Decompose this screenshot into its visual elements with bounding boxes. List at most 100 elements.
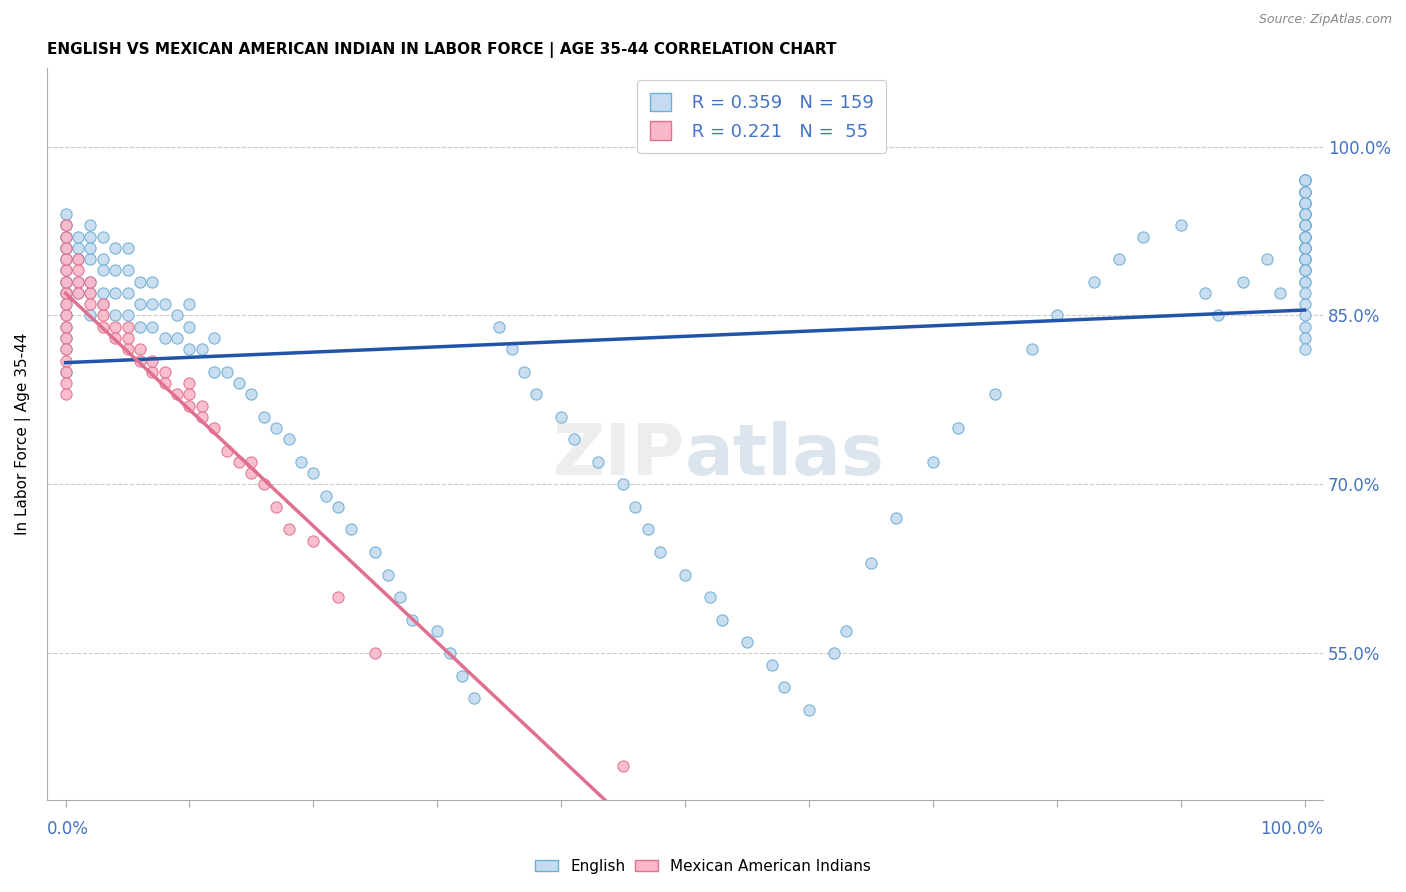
Point <box>128 319 150 334</box>
Point <box>66 229 89 244</box>
Point <box>451 669 474 683</box>
Point <box>921 455 943 469</box>
Point <box>79 285 101 300</box>
Point <box>117 331 139 345</box>
Point <box>104 331 127 345</box>
Point <box>389 590 412 604</box>
Point <box>1294 241 1316 255</box>
Point <box>91 319 114 334</box>
Point <box>141 297 163 311</box>
Point <box>117 263 139 277</box>
Point <box>264 500 287 514</box>
Point <box>55 229 77 244</box>
Point <box>128 353 150 368</box>
Text: atlas: atlas <box>685 421 884 491</box>
Point <box>1294 241 1316 255</box>
Point <box>612 477 634 491</box>
Point <box>55 319 77 334</box>
Point <box>1294 219 1316 233</box>
Legend: English, Mexican American Indians: English, Mexican American Indians <box>529 853 877 880</box>
Point <box>524 387 547 401</box>
Point <box>1294 229 1316 244</box>
Point <box>277 433 299 447</box>
Point <box>91 252 114 267</box>
Point <box>55 331 77 345</box>
Point <box>228 455 250 469</box>
Point <box>240 455 263 469</box>
Point <box>166 331 188 345</box>
Point <box>240 387 263 401</box>
Point <box>1294 229 1316 244</box>
Point <box>79 229 101 244</box>
Point <box>91 263 114 277</box>
Point <box>79 285 101 300</box>
Point <box>104 285 127 300</box>
Point <box>91 309 114 323</box>
Point <box>202 331 225 345</box>
Point <box>364 647 387 661</box>
Point <box>1194 285 1216 300</box>
Point <box>1294 229 1316 244</box>
Point <box>55 343 77 357</box>
Point <box>179 297 201 311</box>
Point <box>91 297 114 311</box>
Point <box>1294 195 1316 210</box>
Point <box>835 624 858 638</box>
Point <box>191 343 214 357</box>
Point <box>104 241 127 255</box>
Point <box>1294 309 1316 323</box>
Point <box>761 657 783 672</box>
Point <box>191 399 214 413</box>
Point <box>797 703 820 717</box>
Point <box>1108 252 1130 267</box>
Point <box>79 275 101 289</box>
Point <box>117 241 139 255</box>
Point <box>1294 219 1316 233</box>
Point <box>277 523 299 537</box>
Point <box>55 309 77 323</box>
Point <box>104 309 127 323</box>
Point <box>55 275 77 289</box>
Point <box>1294 195 1316 210</box>
Point <box>55 207 77 221</box>
Point <box>1170 219 1192 233</box>
Point <box>55 219 77 233</box>
Point <box>588 455 610 469</box>
Point <box>55 252 77 267</box>
Point <box>711 613 734 627</box>
Point <box>1294 173 1316 187</box>
Point <box>66 275 89 289</box>
Point <box>141 275 163 289</box>
Point <box>339 523 361 537</box>
Point <box>66 285 89 300</box>
Point <box>650 545 672 559</box>
Point <box>1294 207 1316 221</box>
Point <box>1083 275 1105 289</box>
Point <box>1232 275 1254 289</box>
Point <box>55 297 77 311</box>
Point <box>439 647 461 661</box>
Point <box>859 556 882 570</box>
Point <box>1294 252 1316 267</box>
Point <box>128 275 150 289</box>
Point <box>153 331 176 345</box>
Point <box>55 241 77 255</box>
Point <box>1294 207 1316 221</box>
Point <box>79 241 101 255</box>
Point <box>1294 263 1316 277</box>
Point <box>253 409 276 424</box>
Point <box>55 285 77 300</box>
Point <box>79 309 101 323</box>
Point <box>55 241 77 255</box>
Point <box>66 252 89 267</box>
Point <box>179 376 201 390</box>
Point <box>79 219 101 233</box>
Point <box>1294 229 1316 244</box>
Point <box>66 252 89 267</box>
Point <box>128 343 150 357</box>
Point <box>117 285 139 300</box>
Point <box>141 365 163 379</box>
Point <box>463 691 485 706</box>
Point <box>55 297 77 311</box>
Point <box>1294 195 1316 210</box>
